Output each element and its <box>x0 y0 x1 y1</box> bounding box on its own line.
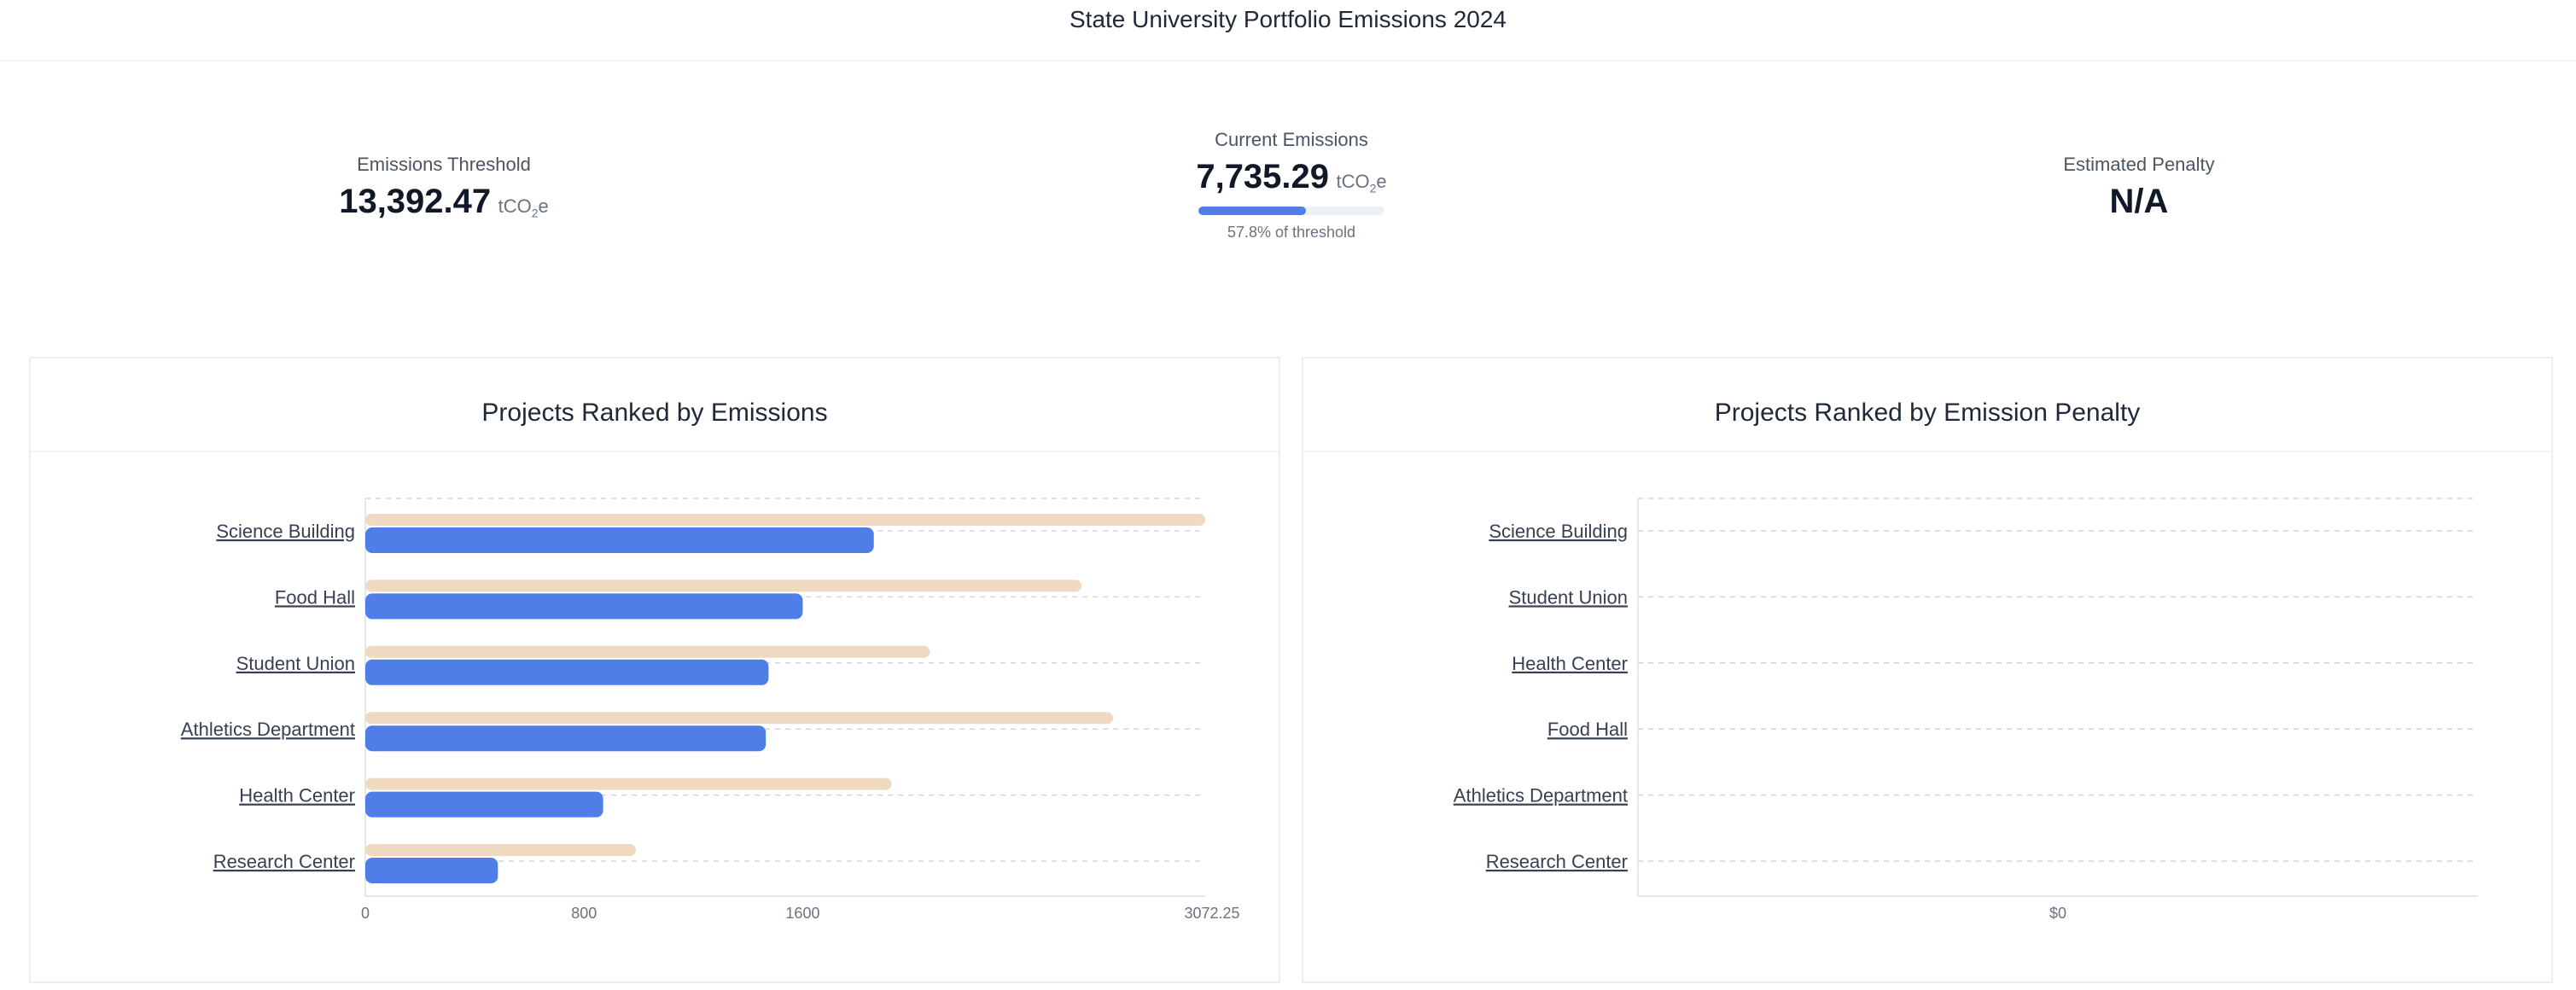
kpi-penalty-label: Estimated Penalty <box>2063 154 2215 175</box>
penalty-x-tick-label: $0 <box>2049 905 2066 922</box>
emissions-bar-student-union-series-1 <box>365 645 930 658</box>
threshold-progress-bar <box>1198 207 1384 215</box>
emissions-bar-food-hall-series-2 <box>365 593 803 620</box>
emissions-category-science-building[interactable]: Science Building <box>216 521 355 542</box>
emissions-bar-athletics-department-series-1 <box>365 712 1113 725</box>
emissions-panel-title: Projects Ranked by Emissions <box>31 358 1279 452</box>
penalty-ranking-panel: Projects Ranked by Emission Penalty Scie… <box>1302 357 2553 983</box>
penalty-category-research-center[interactable]: Research Center <box>1486 851 1628 872</box>
penalty-chart: Science Building Student Union Health Cent… <box>1454 498 2478 922</box>
penalty-category-food-hall[interactable]: Food Hall <box>1547 719 1628 740</box>
threshold-progress-fill <box>1198 207 1306 215</box>
emissions-bar-food-hall-series-1 <box>365 579 1082 592</box>
emissions-bar-health-center-series-1 <box>365 777 892 790</box>
penalty-panel-title: Projects Ranked by Emission Penalty <box>1303 358 2551 452</box>
kpi-emissions-threshold: Emissions Threshold 13,392.47 tCO2e <box>273 154 615 221</box>
emissions-bar-health-center-series-2 <box>365 791 603 818</box>
emissions-x-tick-label: 800 <box>571 905 597 922</box>
kpi-current-emissions: Current Emissions 7,735.29 tCO2e 57.8% o… <box>1121 129 1462 242</box>
emissions-x-tick-label: 1600 <box>785 905 819 922</box>
emissions-bar-research-center-series-2 <box>365 858 498 883</box>
kpi-current-unit: tCO2e <box>1336 171 1387 195</box>
kpi-current-value: 7,735.29 <box>1196 158 1330 195</box>
page-title: State University Portfolio Emissions 202… <box>1069 6 1507 32</box>
emissions-category-athletics-department[interactable]: Athletics Department <box>181 719 355 740</box>
emissions-bar-athletics-department-series-2 <box>365 725 766 752</box>
emissions-bar-science-building-series-1 <box>365 514 1205 526</box>
emissions-bar-student-union-series-2 <box>365 659 769 685</box>
emissions-bar-research-center-series-1 <box>365 844 637 856</box>
emissions-category-student-union[interactable]: Student Union <box>236 653 355 674</box>
emissions-bar-science-building-series-2 <box>365 527 874 553</box>
kpi-estimated-penalty: Estimated Penalty N/A <box>1968 154 2310 221</box>
emissions-chart: Science Building Food Hall Student Union At… <box>181 498 1240 922</box>
penalty-category-athletics-department[interactable]: Athletics Department <box>1454 785 1628 807</box>
emissions-category-health-center[interactable]: Health Center <box>239 785 355 807</box>
penalty-category-health-center[interactable]: Health Center <box>1512 653 1628 674</box>
emissions-x-tick-label: 3072.25 <box>1184 905 1239 922</box>
kpi-threshold-value: 13,392.47 <box>339 183 492 220</box>
emissions-ranking-panel: Projects Ranked by Emissions Science Bui… <box>29 357 1280 983</box>
kpi-current-label: Current Emissions <box>1215 129 1368 150</box>
emissions-category-research-center[interactable]: Research Center <box>213 851 355 872</box>
kpi-threshold-unit: tCO2e <box>498 195 549 220</box>
penalty-category-science-building[interactable]: Science Building <box>1489 521 1628 542</box>
penalty-category-student-union[interactable]: Student Union <box>1509 586 1628 608</box>
emissions-category-food-hall[interactable]: Food Hall <box>275 586 355 608</box>
threshold-progress-text: 57.8% of threshold <box>1227 224 1356 241</box>
page-header: State University Portfolio Emissions 202… <box>0 0 2576 61</box>
kpi-threshold-label: Emissions Threshold <box>357 154 531 175</box>
kpi-penalty-value: N/A <box>2109 183 2169 220</box>
emissions-x-tick-label: 0 <box>361 905 370 922</box>
